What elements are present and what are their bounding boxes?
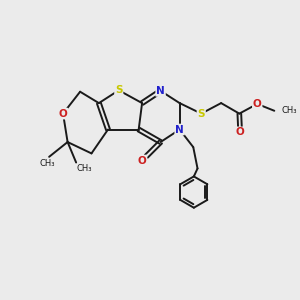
Text: O: O [236, 128, 244, 137]
Text: CH₃: CH₃ [40, 159, 56, 168]
Text: N: N [156, 86, 165, 96]
Text: S: S [197, 109, 205, 118]
Text: CH₃: CH₃ [281, 106, 297, 115]
Text: CH₃: CH₃ [77, 164, 92, 173]
Text: S: S [115, 85, 122, 95]
Text: N: N [175, 124, 184, 134]
Text: O: O [138, 155, 146, 166]
Text: O: O [59, 109, 68, 118]
Text: O: O [253, 99, 262, 109]
